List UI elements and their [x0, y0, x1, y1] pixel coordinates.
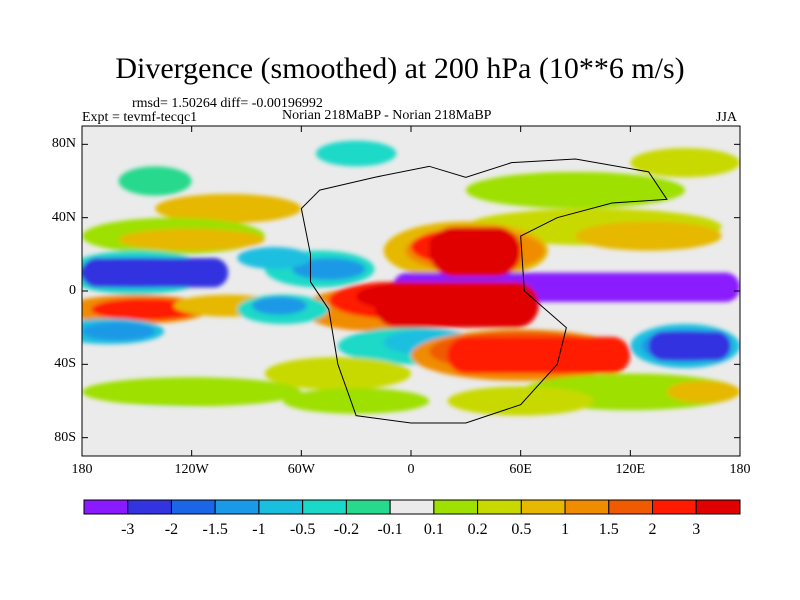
colorbar-swatch	[608, 499, 654, 515]
chart-title: Divergence (smoothed) at 200 hPa (10**6 …	[115, 52, 685, 85]
continent-outline	[300, 158, 668, 424]
northern-positive-africa	[429, 226, 521, 277]
field-contour	[283, 388, 430, 414]
colorbar-swatch	[652, 499, 697, 515]
field-contour	[91, 298, 201, 321]
field-contour	[118, 228, 265, 251]
colorbar-swatch	[127, 499, 172, 515]
field-contour	[251, 296, 307, 315]
colorbar-label: 0.1	[424, 521, 444, 538]
equatorial-negative-band-west	[82, 258, 229, 288]
colorbar-label: -0.2	[334, 521, 359, 538]
colorbar-label: 1.5	[599, 521, 619, 538]
field-contour	[155, 193, 302, 224]
field-contour	[82, 322, 156, 341]
field-contour	[465, 171, 686, 209]
field-contour	[666, 380, 740, 403]
field-contour	[82, 408, 229, 431]
colorbar-label: 0.5	[511, 521, 531, 538]
colorbar-swatch	[520, 499, 566, 515]
colorbar-label: -1.5	[203, 521, 228, 538]
season-label: JJA	[716, 110, 738, 125]
field-contour	[315, 140, 397, 167]
colorbar-swatch	[345, 499, 391, 515]
colorbar-swatch	[214, 499, 260, 515]
colorbar-swatch	[83, 499, 129, 515]
y-tick-label: 80S	[54, 429, 76, 445]
colorbar-label: -3	[121, 521, 134, 538]
colorbar-swatch	[170, 499, 216, 515]
x-tick-label: 60E	[509, 462, 532, 477]
colorbar-swatch	[433, 499, 479, 515]
y-tick-label: 80N	[51, 136, 76, 152]
colorbar-swatch	[695, 499, 741, 515]
colorbar-label: -0.1	[377, 521, 402, 538]
x-tick-label: 60W	[287, 462, 315, 477]
x-tick-label: 180	[71, 462, 93, 477]
atlantic-positive-core	[374, 281, 539, 328]
colorbar-label: -0.5	[290, 521, 315, 538]
x-tick-label: 120E	[615, 462, 646, 477]
y-tick-label: 0	[69, 283, 76, 298]
southern-negative-core	[648, 331, 731, 361]
colorbar-swatch	[302, 499, 347, 515]
field-contour	[447, 386, 594, 416]
field-contour	[82, 377, 302, 407]
field-contour	[264, 357, 411, 390]
colorbar-label: 2	[649, 521, 657, 538]
colorbar-label: 1	[561, 521, 569, 538]
x-tick-label: 180	[729, 462, 751, 477]
case-label: Norian 218MaBP - Norian 218MaBP	[282, 108, 492, 123]
rmsd-diff-text: rmsd= 1.50264 diff= -0.00196992	[132, 96, 323, 111]
field-contour	[630, 148, 740, 178]
expt-label: Expt = tevmf-tecqc1	[82, 110, 198, 125]
x-tick-label: 120W	[174, 462, 209, 477]
colorbar-swatch	[258, 499, 304, 515]
field-contour	[575, 221, 722, 251]
colorbar-label: -2	[165, 521, 178, 538]
colorbar-swatch	[389, 499, 435, 515]
colorbar-swatch	[564, 499, 610, 515]
y-tick-label: 40N	[51, 209, 76, 225]
field-contour	[237, 247, 311, 269]
southern-positive-band	[447, 336, 631, 374]
colorbar-swatch	[477, 499, 522, 515]
colorbar-label: -1	[252, 521, 265, 538]
y-tick-label: 40S	[54, 356, 76, 372]
colorbar-label: 3	[692, 521, 700, 538]
field-contour	[118, 166, 192, 196]
x-tick-label: 0	[407, 462, 415, 477]
colorbar-label: 0.2	[468, 521, 488, 538]
